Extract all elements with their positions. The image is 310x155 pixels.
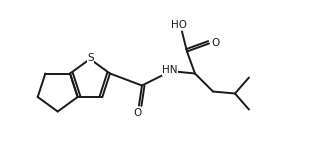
Text: O: O (134, 108, 142, 117)
Text: S: S (87, 53, 94, 63)
Text: HN: HN (162, 65, 178, 75)
Text: HO: HO (171, 20, 187, 29)
Text: O: O (212, 38, 220, 48)
